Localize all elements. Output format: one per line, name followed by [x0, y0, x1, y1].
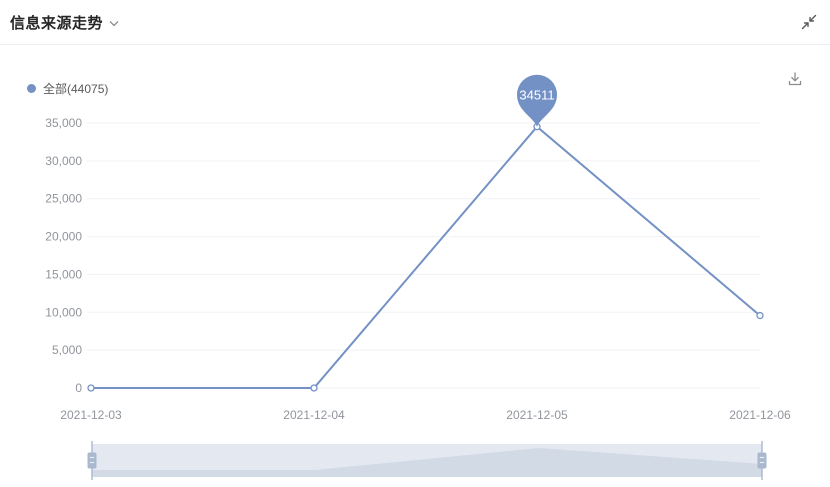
- y-axis-label: 20,000: [45, 230, 82, 244]
- page-title: 信息来源走势: [10, 14, 104, 32]
- legend-item-all[interactable]: 全部(44075): [27, 80, 108, 97]
- chevron-down-icon: [109, 20, 119, 26]
- x-axis-label: 2021-12-06: [729, 408, 791, 422]
- y-axis-label: 30,000: [45, 154, 82, 168]
- data-point[interactable]: [87, 384, 95, 392]
- download-button[interactable]: [786, 70, 804, 93]
- y-axis-label: 25,000: [45, 192, 82, 206]
- collapse-button[interactable]: [800, 13, 818, 31]
- legend-label: 全部(44075): [43, 82, 109, 96]
- peak-pin-label: 34511: [519, 88, 554, 103]
- y-axis-label: 0: [75, 381, 82, 395]
- data-point[interactable]: [310, 384, 318, 392]
- card-header: 信息来源走势: [0, 0, 830, 45]
- peak-pin-marker: [517, 74, 557, 127]
- collapse-icon: [801, 14, 817, 30]
- data-point[interactable]: [756, 311, 764, 320]
- download-icon: [788, 72, 802, 86]
- y-axis-label: 35,000: [45, 116, 82, 130]
- x-axis-label: 2021-12-04: [283, 408, 345, 422]
- chart-title-dropdown[interactable]: 信息来源走势: [10, 12, 119, 33]
- y-axis-label: 15,000: [45, 267, 82, 281]
- x-axis-label: 2021-12-03: [60, 408, 122, 422]
- y-axis-label: 10,000: [45, 305, 82, 319]
- legend-marker-icon: [27, 84, 36, 93]
- x-axis-label: 2021-12-05: [506, 408, 568, 422]
- series-line: [90, 125, 761, 389]
- datazoom-shadow: [92, 448, 762, 477]
- datazoom-handle-left[interactable]: [87, 452, 97, 469]
- y-axis-label: 5,000: [52, 343, 82, 357]
- datazoom-handle-right[interactable]: [757, 452, 767, 469]
